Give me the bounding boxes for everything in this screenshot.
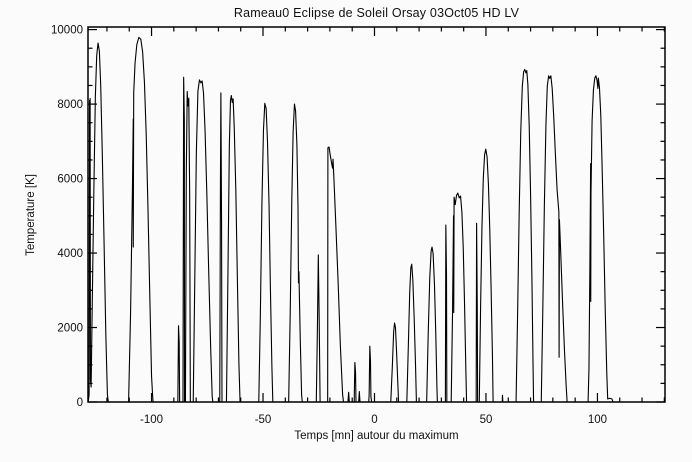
x-tick-label: 100 [588, 414, 607, 426]
plot-frame [87, 26, 666, 403]
y-tick-label: 6000 [57, 174, 83, 186]
x-axis-title: Temps [mn] autour du maximum [294, 430, 459, 442]
y-tick-label: 4000 [57, 248, 83, 260]
y-tick-label: 10000 [51, 25, 83, 37]
chart-title: Rameau0 Eclipse de Soleil Orsay 03Oct05 … [233, 6, 520, 20]
y-tick-labels: 0 2000 4000 6000 8000 10000 [51, 25, 83, 409]
x-tick-label: -100 [140, 414, 163, 426]
data-line-temperature [87, 36, 666, 403]
x-tick-label: 0 [371, 414, 377, 426]
y-ticks [88, 29, 665, 403]
x-tick-labels: -100 -50 0 50 100 [140, 414, 607, 426]
x-tick-label: -50 [255, 414, 272, 426]
y-tick-label: 8000 [57, 99, 83, 111]
y-tick-label: 2000 [57, 323, 83, 335]
x-ticks [106, 27, 665, 402]
y-axis-title: Temperature [K] [25, 174, 37, 256]
y-tick-label: 0 [77, 397, 83, 409]
x-tick-label: 50 [480, 414, 493, 426]
